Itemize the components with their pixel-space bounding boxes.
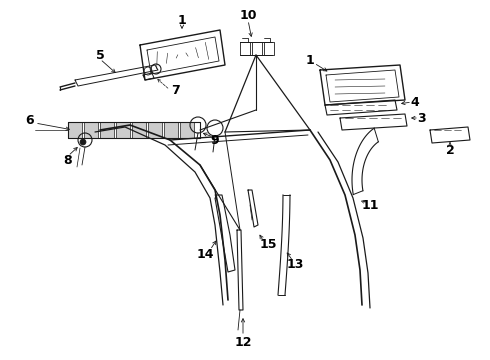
Bar	[180, 122, 194, 138]
Text: 15: 15	[259, 239, 277, 252]
Text: 13: 13	[286, 258, 304, 271]
Text: 4: 4	[411, 95, 419, 108]
Bar	[116, 122, 130, 138]
Text: 1: 1	[178, 14, 186, 27]
Text: 2: 2	[445, 144, 454, 157]
Text: 12: 12	[234, 336, 252, 348]
Bar	[132, 122, 146, 138]
Bar	[164, 122, 178, 138]
Text: 11: 11	[361, 198, 379, 212]
Text: 9: 9	[211, 134, 220, 147]
Bar	[100, 122, 114, 138]
Text: 1: 1	[306, 54, 315, 67]
Text: 10: 10	[239, 9, 257, 22]
Text: 5: 5	[96, 49, 104, 62]
Bar	[148, 122, 162, 138]
Text: 14: 14	[196, 248, 214, 261]
Bar	[68, 122, 82, 138]
Bar	[84, 122, 98, 138]
Text: 8: 8	[64, 153, 73, 166]
Text: 6: 6	[25, 113, 34, 126]
Text: 3: 3	[417, 112, 426, 125]
Circle shape	[80, 139, 86, 145]
Text: 7: 7	[171, 84, 179, 96]
